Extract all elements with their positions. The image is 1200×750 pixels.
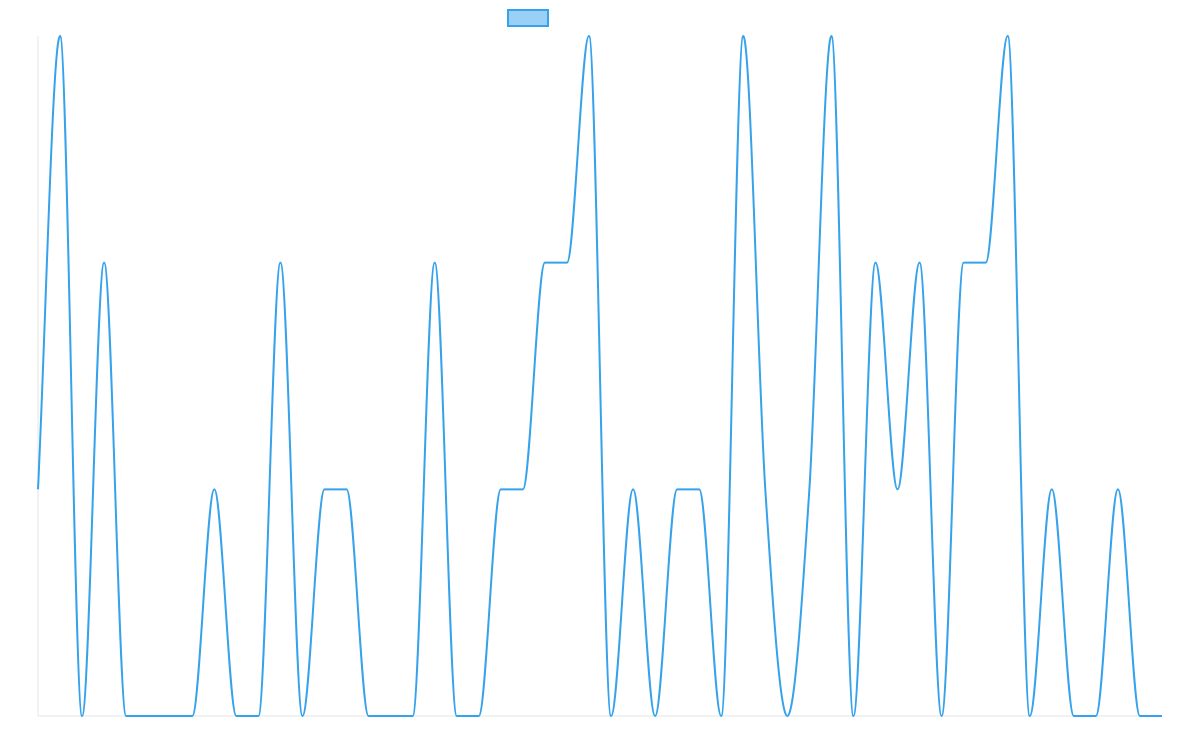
data-point-0-16[interactable] <box>388 713 394 719</box>
data-point-0-9[interactable] <box>233 713 239 719</box>
data-point-0-11[interactable] <box>277 260 283 266</box>
series-lines <box>35 33 1165 719</box>
legend-swatch[interactable] <box>507 9 549 27</box>
data-point-0-10[interactable] <box>255 713 261 719</box>
data-point-0-33[interactable] <box>762 486 768 492</box>
data-point-0-25[interactable] <box>586 33 592 39</box>
data-point-0-21[interactable] <box>498 486 504 492</box>
data-point-0-6[interactable] <box>167 713 173 719</box>
data-point-0-44[interactable] <box>1005 33 1011 39</box>
legend[interactable] <box>507 9 549 27</box>
data-point-0-39[interactable] <box>895 486 901 492</box>
data-point-0-36[interactable] <box>828 33 834 39</box>
data-point-0-4[interactable] <box>123 713 129 719</box>
data-point-0-28[interactable] <box>652 713 658 719</box>
data-point-0-2[interactable] <box>79 713 85 719</box>
data-point-0-18[interactable] <box>432 260 438 266</box>
data-point-0-43[interactable] <box>983 260 989 266</box>
data-point-0-31[interactable] <box>718 713 724 719</box>
data-point-0-47[interactable] <box>1071 713 1077 719</box>
data-point-0-17[interactable] <box>410 713 416 719</box>
data-point-0-42[interactable] <box>961 260 967 266</box>
data-point-0-0[interactable] <box>35 486 41 492</box>
data-point-0-38[interactable] <box>872 260 878 266</box>
data-point-0-35[interactable] <box>806 486 812 492</box>
data-point-0-8[interactable] <box>211 486 217 492</box>
data-point-0-26[interactable] <box>608 713 614 719</box>
data-point-0-45[interactable] <box>1027 713 1033 719</box>
data-point-0-46[interactable] <box>1049 486 1055 492</box>
data-point-0-23[interactable] <box>542 260 548 266</box>
data-point-0-24[interactable] <box>564 260 570 266</box>
data-point-0-3[interactable] <box>101 260 107 266</box>
data-point-0-48[interactable] <box>1093 713 1099 719</box>
data-point-0-15[interactable] <box>366 713 372 719</box>
data-point-0-32[interactable] <box>740 33 746 39</box>
data-point-0-34[interactable] <box>784 713 790 719</box>
data-point-0-49[interactable] <box>1115 486 1121 492</box>
data-point-0-19[interactable] <box>454 713 460 719</box>
data-point-0-27[interactable] <box>630 486 636 492</box>
data-point-0-14[interactable] <box>344 486 350 492</box>
data-point-0-13[interactable] <box>322 486 328 492</box>
data-point-0-37[interactable] <box>850 713 856 719</box>
data-point-0-20[interactable] <box>476 713 482 719</box>
data-point-0-30[interactable] <box>696 486 702 492</box>
data-point-0-12[interactable] <box>299 713 305 719</box>
data-point-0-29[interactable] <box>674 486 680 492</box>
data-point-0-51[interactable] <box>1159 713 1165 719</box>
data-point-0-5[interactable] <box>145 713 151 719</box>
data-point-0-7[interactable] <box>189 713 195 719</box>
series-line-0 <box>37 35 1162 717</box>
data-point-0-40[interactable] <box>917 260 923 266</box>
data-point-0-1[interactable] <box>57 33 63 39</box>
axes <box>37 36 1162 717</box>
data-point-0-50[interactable] <box>1137 713 1143 719</box>
data-point-0-41[interactable] <box>939 713 945 719</box>
data-point-0-22[interactable] <box>520 486 526 492</box>
